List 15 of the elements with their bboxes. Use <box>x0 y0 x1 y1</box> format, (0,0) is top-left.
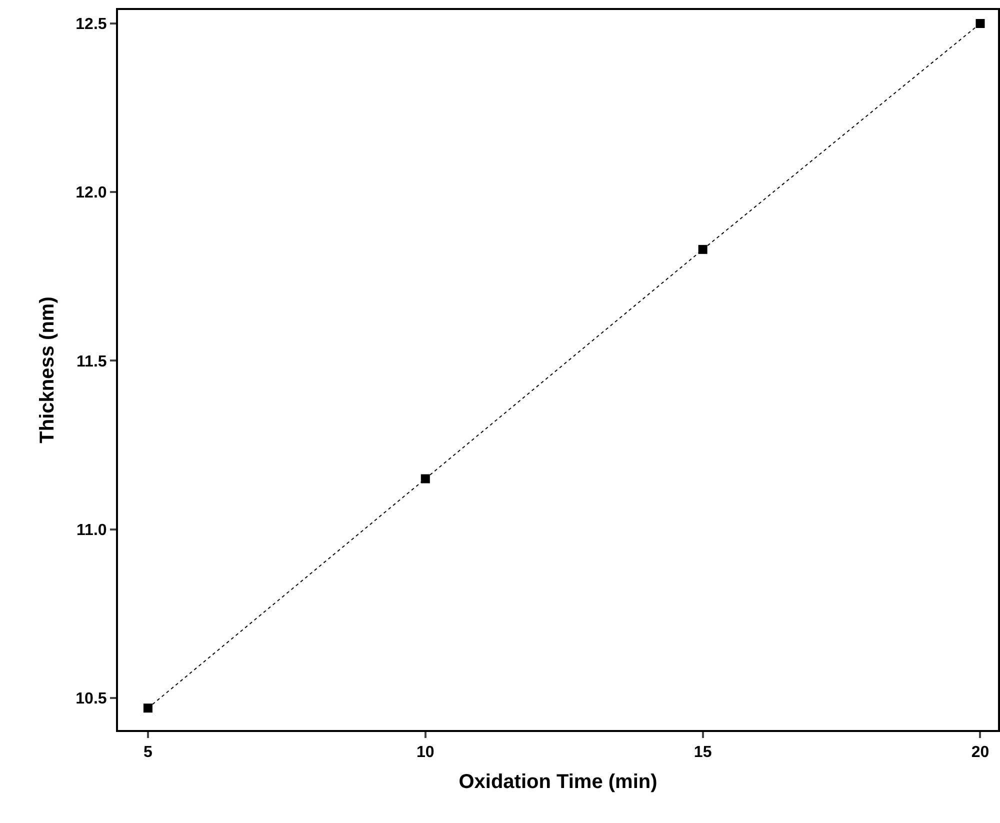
point <box>976 18 985 28</box>
point <box>420 474 430 484</box>
x-tick-label: 15 <box>694 744 712 762</box>
x-tick-label: 20 <box>971 744 990 762</box>
y-tick-label: 10.5 <box>76 690 107 708</box>
y-axis-title: Thickness (nm) <box>36 296 59 444</box>
y-tick-label: 11.0 <box>76 522 107 539</box>
x-tick-label: 10 <box>416 744 434 762</box>
point <box>698 244 708 254</box>
y-tick-label: 12.5 <box>76 16 107 34</box>
y-tick-label: 11.5 <box>76 353 107 370</box>
x-tick-label: 5 <box>144 744 153 762</box>
x-axis-title: Oxidation Time (min) <box>458 771 658 794</box>
point <box>143 704 152 713</box>
y-tick-label: 12.0 <box>76 184 107 202</box>
